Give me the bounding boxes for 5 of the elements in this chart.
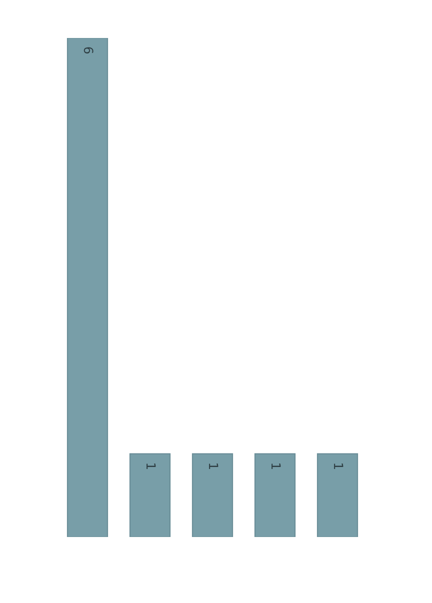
data-label: 1: [334, 464, 344, 469]
data-label: 1: [209, 464, 218, 469]
data-label: 1: [146, 464, 156, 469]
data-label: 6: [84, 47, 94, 54]
data-label: 1: [272, 464, 281, 469]
